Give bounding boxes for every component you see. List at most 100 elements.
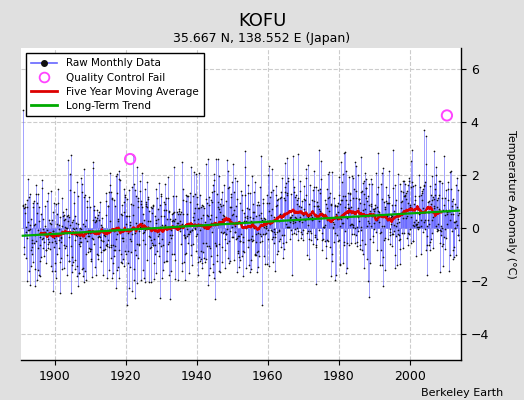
Point: [343, 214, 351, 221]
Point: [113, 230, 122, 237]
Point: [237, 252, 246, 259]
Point: [318, 247, 326, 253]
Point: [92, 230, 100, 236]
Point: [302, 192, 311, 198]
Point: [433, 221, 442, 228]
Point: [136, 224, 144, 230]
Point: [346, 220, 355, 227]
Point: [324, 171, 332, 177]
Point: [74, 270, 83, 276]
Point: [371, 205, 379, 212]
Point: [94, 212, 102, 218]
Point: [121, 198, 129, 205]
Point: [445, 268, 453, 274]
Point: [330, 239, 339, 245]
Point: [309, 241, 317, 248]
Point: [183, 233, 191, 239]
Point: [232, 236, 240, 242]
Point: [406, 204, 414, 210]
Point: [123, 226, 131, 232]
Point: [135, 242, 143, 248]
Point: [443, 221, 451, 227]
Point: [399, 178, 408, 184]
Point: [205, 194, 213, 201]
Point: [134, 204, 143, 210]
Point: [283, 175, 292, 181]
Point: [392, 197, 400, 204]
Point: [38, 236, 46, 242]
Point: [77, 239, 85, 245]
Point: [328, 258, 336, 264]
Point: [409, 238, 418, 244]
Point: [249, 201, 257, 207]
Point: [327, 201, 335, 208]
Point: [38, 245, 47, 251]
Point: [383, 213, 391, 219]
Point: [287, 214, 295, 220]
Point: [302, 166, 310, 172]
Point: [251, 179, 259, 185]
Point: [50, 260, 59, 266]
Point: [418, 197, 426, 203]
Point: [360, 201, 368, 207]
Point: [138, 204, 146, 210]
Point: [438, 180, 446, 186]
Point: [166, 295, 174, 302]
Point: [72, 233, 81, 239]
Point: [78, 180, 86, 187]
Point: [195, 254, 203, 260]
Point: [59, 209, 68, 216]
Point: [195, 227, 204, 233]
Point: [422, 161, 430, 167]
Point: [51, 238, 59, 244]
Point: [366, 236, 375, 242]
Point: [387, 212, 395, 218]
Point: [411, 217, 420, 224]
Point: [174, 220, 182, 226]
Point: [148, 202, 157, 209]
Point: [244, 237, 252, 243]
Point: [103, 241, 112, 247]
Point: [304, 227, 313, 234]
Point: [84, 232, 93, 239]
Point: [26, 191, 34, 198]
Point: [169, 164, 178, 170]
Point: [36, 234, 44, 240]
Point: [20, 210, 29, 216]
Point: [375, 209, 384, 215]
Point: [148, 210, 156, 216]
Point: [320, 214, 329, 220]
Point: [95, 244, 104, 250]
Point: [53, 251, 61, 257]
Point: [93, 206, 101, 213]
Point: [181, 277, 189, 283]
Point: [343, 264, 352, 271]
Point: [94, 234, 102, 240]
Point: [96, 234, 104, 240]
Point: [245, 262, 253, 268]
Point: [194, 204, 203, 211]
Point: [255, 202, 263, 208]
Point: [118, 234, 127, 241]
Point: [200, 205, 208, 211]
Point: [336, 196, 345, 203]
Point: [379, 282, 388, 289]
Point: [161, 226, 170, 232]
Point: [178, 159, 187, 166]
Point: [44, 236, 52, 242]
Point: [283, 154, 291, 161]
Point: [193, 216, 202, 222]
Point: [357, 246, 366, 253]
Point: [67, 290, 75, 296]
Point: [258, 302, 266, 308]
Point: [385, 200, 393, 206]
Point: [67, 152, 75, 159]
Point: [408, 206, 417, 212]
Point: [416, 210, 424, 216]
Point: [374, 208, 382, 214]
Point: [401, 192, 409, 198]
Point: [321, 222, 330, 228]
Point: [299, 210, 308, 216]
Point: [144, 218, 152, 224]
Point: [227, 194, 235, 200]
